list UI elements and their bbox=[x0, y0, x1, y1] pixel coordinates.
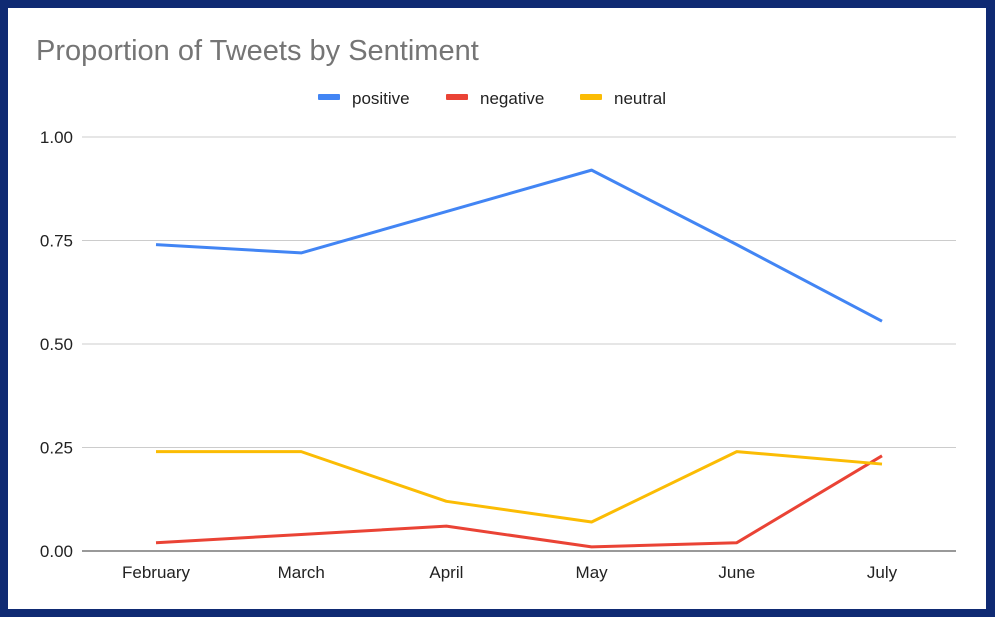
legend-label-positive: positive bbox=[352, 89, 410, 108]
legend-swatch-negative bbox=[446, 94, 468, 100]
legend: positive negative neutral bbox=[318, 89, 666, 108]
series-line-positive bbox=[155, 168, 883, 323]
y-axis-ticks: 0.00 0.25 0.50 0.75 1.00 bbox=[40, 128, 73, 561]
chart-title: Proportion of Tweets by Sentiment bbox=[36, 35, 479, 67]
gridlines bbox=[82, 136, 956, 448]
x-tick-label: March bbox=[278, 563, 325, 582]
legend-swatch-neutral bbox=[580, 94, 602, 100]
x-tick-label: April bbox=[429, 563, 463, 582]
legend-label-negative: negative bbox=[480, 89, 544, 108]
x-tick-label: July bbox=[867, 563, 898, 582]
y-tick-label: 1.00 bbox=[40, 128, 73, 147]
series-line-neutral bbox=[156, 450, 883, 524]
legend-swatch-positive bbox=[318, 94, 340, 100]
legend-label-neutral: neutral bbox=[614, 89, 666, 108]
x-tick-label: February bbox=[122, 563, 191, 582]
x-axis-ticks: February March April May June July bbox=[122, 563, 898, 582]
series-line-negative bbox=[155, 454, 883, 549]
y-tick-label: 0.75 bbox=[40, 232, 73, 251]
y-tick-label: 0.00 bbox=[40, 542, 73, 561]
y-tick-label: 0.50 bbox=[40, 335, 73, 354]
x-tick-label: May bbox=[576, 563, 609, 582]
y-tick-label: 0.25 bbox=[40, 439, 73, 458]
series-lines bbox=[155, 168, 883, 549]
x-tick-label: June bbox=[718, 563, 755, 582]
